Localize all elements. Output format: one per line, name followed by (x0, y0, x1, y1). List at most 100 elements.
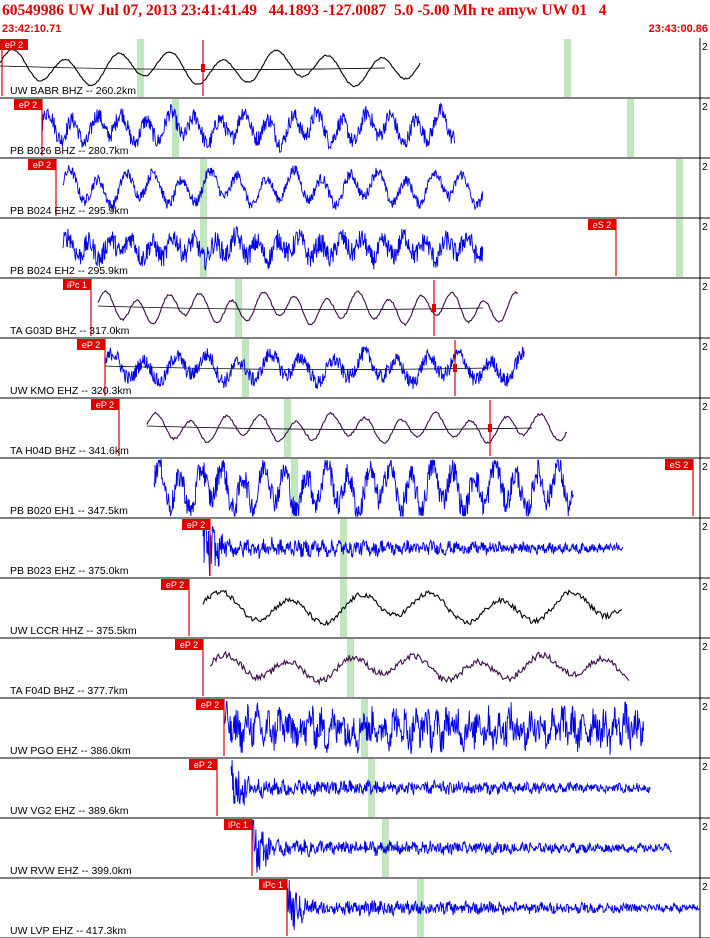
time-window-marker (137, 39, 144, 97)
channel-panel: 2 eP 2 TA H04D BHZ -- 341.6km (0, 398, 710, 459)
phase-pick-flag (175, 639, 203, 650)
waveform-trace (105, 346, 525, 390)
phase-pick-flag (189, 759, 217, 770)
seismogram-panels: 2 eP 2 UW BABR BHZ -- 260.2km 2 eP 2 PB B026 … (0, 38, 710, 938)
start-time: 23:42:10.71 (2, 23, 62, 35)
channel-panel: 2 iPc 1 TA G03D BHZ -- 317.0km (0, 278, 710, 339)
phase-pick-label: eP 2 (166, 580, 184, 590)
baseline-curve (104, 365, 491, 370)
station-label: PB B024 EH2 -- 295.9km (10, 265, 128, 277)
station-label: PB B023 EHZ -- 375.0km (10, 565, 129, 577)
amplitude-scale-label: 2 (702, 702, 708, 713)
arrival-mark-box (432, 304, 436, 312)
time-window-marker (235, 279, 242, 337)
baseline-curve (97, 305, 484, 310)
waveform-trace (209, 650, 630, 686)
phase-pick-flag (77, 339, 105, 350)
station-label: UW BABR BHZ -- 260.2km (10, 85, 136, 97)
event-title: 60549986 UW Jul 07, 2013 23:41:41.49 44.… (2, 2, 607, 19)
time-window-marker (676, 159, 683, 217)
amplitude-scale-label: 2 (702, 102, 708, 113)
phase-pick-flag (665, 459, 693, 470)
channel-panel: 2 eP 2 PB B023 EHZ -- 375.0km (0, 518, 710, 579)
phase-pick-label: eP 2 (82, 340, 100, 350)
channel-panel: 2 eP 2 PB B024 EHZ -- 295.9km (0, 158, 710, 219)
phase-pick-flag (182, 519, 210, 530)
arrival-mark-box (201, 64, 205, 72)
phase-pick-flag (91, 399, 119, 410)
phase-pick-label: eP 2 (201, 700, 219, 710)
station-label: UW LCCR HHZ -- 375.5km (10, 625, 137, 637)
channel-panel: 2 eP 2 UW PGO EHZ -- 386.0km (0, 698, 710, 759)
station-label: PB B026 BHZ -- 280.7km (10, 145, 129, 157)
amplitude-scale-label: 2 (702, 162, 708, 173)
station-label: TA G03D BHZ -- 317.0km (10, 325, 130, 337)
waveform-trace (202, 589, 623, 627)
header: 60549986 UW Jul 07, 2013 23:41:41.49 44.… (0, 0, 710, 38)
amplitude-scale-label: 2 (702, 342, 708, 353)
channel-panel: 2 eS 2 PB B024 EH2 -- 295.9km (0, 218, 710, 279)
amplitude-scale-label: 2 (702, 762, 708, 773)
time-window-marker (676, 219, 683, 277)
waveform-trace (97, 290, 519, 327)
channel-panel: 2 eP 2 UW BABR BHZ -- 260.2km (0, 38, 710, 99)
station-label: UW VG2 EHZ -- 389.6km (10, 805, 129, 817)
channel-panel: 2 eP 2 PB B026 BHZ -- 280.7km (0, 98, 710, 159)
amplitude-scale-label: 2 (702, 522, 708, 533)
channel-panel: 2 eP 2 TA F04D BHZ -- 377.7km (0, 638, 710, 699)
amplitude-scale-label: 2 (702, 402, 708, 413)
phase-pick-flag (224, 819, 252, 830)
waveform-trace (230, 759, 651, 806)
waveform-trace (62, 225, 484, 272)
amplitude-scale-label: 2 (702, 882, 708, 893)
channel-panel: 2 eS 2 PB B020 EH1 -- 347.5km (0, 458, 710, 519)
station-label: UW PGO EHZ -- 386.0km (10, 745, 131, 757)
phase-pick-flag (161, 579, 189, 590)
station-label: UW RVW EHZ -- 399.0km (10, 865, 132, 877)
phase-pick-label: eS 2 (593, 220, 612, 230)
waveform-trace (153, 459, 574, 518)
channel-panel: 2 eP 2 UW LCCR HHZ -- 375.5km (0, 578, 710, 639)
time-window-marker (200, 219, 207, 277)
amplitude-scale-label: 2 (702, 222, 708, 233)
time-window-marker (347, 639, 354, 697)
waveform-trace (202, 519, 624, 577)
time-window-marker (200, 159, 207, 217)
station-label: UW LVP EHZ -- 417.3km (10, 925, 127, 937)
arrival-mark-box (453, 364, 457, 372)
phase-pick-flag (14, 99, 42, 110)
phase-pick-label: iPc 1 (263, 880, 283, 890)
amplitude-scale-label: 2 (702, 582, 708, 593)
time-window-marker (242, 339, 249, 397)
arrival-mark-box (488, 424, 492, 432)
phase-pick-label: eS 2 (670, 460, 689, 470)
phase-pick-label: iPc 1 (228, 820, 248, 830)
phase-pick-label: eP 2 (187, 520, 205, 530)
time-window-marker (284, 399, 291, 457)
station-label: TA F04D BHZ -- 377.7km (10, 685, 128, 697)
waveform-trace (251, 819, 672, 873)
waveform-trace (62, 165, 484, 211)
time-window-marker (368, 759, 375, 817)
amplitude-scale-label: 2 (702, 462, 708, 473)
amplitude-scale-label: 2 (702, 42, 708, 53)
time-window-marker (564, 39, 571, 97)
baseline-curve (146, 425, 533, 430)
phase-pick-flag (196, 699, 224, 710)
channel-panel: 2 eP 2 UW VG2 EHZ -- 389.6km (0, 758, 710, 819)
waveform-trace (146, 411, 568, 444)
baseline-curve (0, 65, 386, 70)
phase-pick-flag (588, 219, 616, 230)
phase-pick-label: eP 2 (194, 760, 212, 770)
phase-pick-label: eP 2 (96, 400, 114, 410)
amplitude-scale-label: 2 (702, 642, 708, 653)
channel-panel: 2 iPc 1 UW LVP EHZ -- 417.3km (0, 878, 710, 938)
amplitude-scale-label: 2 (702, 822, 708, 833)
phase-pick-label: eP 2 (33, 160, 51, 170)
station-label: PB B024 EHZ -- 295.9km (10, 205, 129, 217)
time-window-marker (172, 99, 179, 157)
amplitude-scale-label: 2 (702, 282, 708, 293)
phase-pick-flag (259, 879, 287, 890)
station-label: UW KMO EHZ -- 320.3km (10, 385, 132, 397)
phase-pick-label: eP 2 (5, 40, 23, 50)
